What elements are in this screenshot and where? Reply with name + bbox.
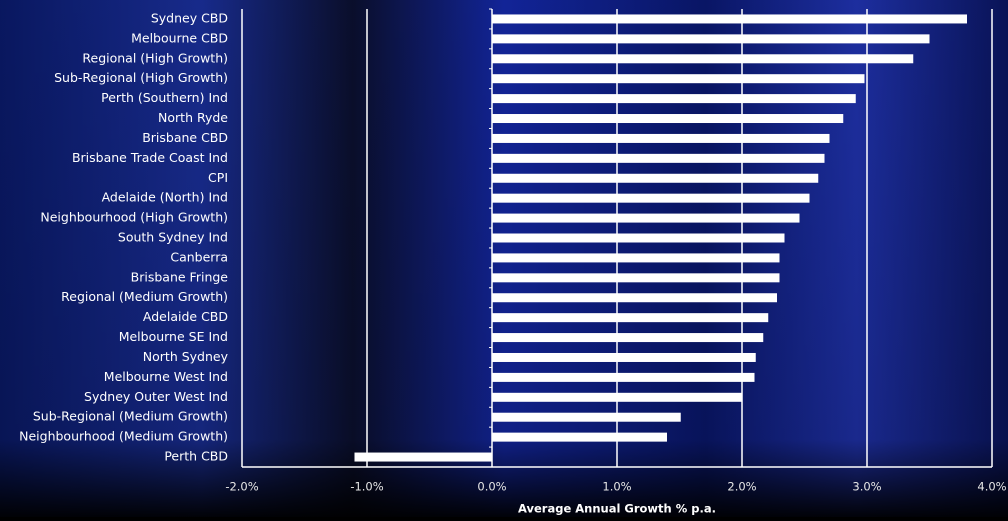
y-tick-label: Sydney Outer West Ind [84, 389, 228, 404]
bar [492, 34, 930, 43]
bar [492, 194, 810, 203]
bar [492, 413, 681, 422]
bar [492, 154, 825, 163]
y-tick-label: Brisbane Trade Coast Ind [72, 150, 228, 165]
x-tick-label: 4.0% [977, 480, 1006, 494]
bar [492, 313, 768, 322]
y-tick-label: South Sydney Ind [118, 230, 228, 245]
bar [492, 253, 780, 262]
y-tick-label: Sub-Regional (Medium Growth) [33, 409, 228, 424]
y-tick-label: Brisbane Fringe [131, 269, 229, 284]
y-tick-label: Melbourne CBD [131, 30, 228, 45]
bar [492, 273, 780, 282]
x-tick-label: -2.0% [225, 480, 258, 494]
y-tick-label: Neighbourhood (High Growth) [40, 210, 228, 225]
y-tick-label: Melbourne West Ind [104, 369, 228, 384]
bar [492, 433, 667, 442]
y-tick-label: North Ryde [158, 110, 228, 125]
bar [492, 373, 755, 382]
chart: Average Annual Growth % p.a. -2.0% -1.0% 0… [0, 0, 1008, 517]
x-tick-label: 1.0% [602, 480, 631, 494]
bar [492, 114, 843, 123]
y-tick-label: Perth (Southern) Ind [101, 90, 228, 105]
x-axis-title: Average Annual Growth % p.a. [518, 502, 716, 516]
y-tick-label: Sub-Regional (High Growth) [54, 70, 228, 85]
bar [492, 174, 818, 183]
y-tick-label: North Sydney [143, 349, 229, 364]
x-tick-label: 3.0% [852, 480, 881, 494]
bar [492, 94, 856, 103]
bar [492, 393, 742, 402]
y-tick-label: Regional (Medium Growth) [61, 289, 228, 304]
bar [492, 234, 785, 243]
x-tick-label: 0.0% [477, 480, 506, 494]
bar [492, 293, 777, 302]
y-tick-label: Neighbourhood (Medium Growth) [19, 429, 228, 444]
y-tick-label: Regional (High Growth) [82, 50, 228, 65]
bar [492, 353, 756, 362]
bar [355, 453, 493, 462]
y-tick-label: Adelaide CBD [143, 309, 228, 324]
x-tick-label: -1.0% [350, 480, 383, 494]
y-tick-label: Brisbane CBD [142, 130, 228, 145]
x-tick-label: 2.0% [727, 480, 756, 494]
y-tick-label: Canberra [170, 249, 228, 264]
y-tick-label: CPI [208, 170, 228, 185]
bar [492, 14, 967, 23]
y-tick-label: Adelaide (North) Ind [102, 190, 228, 205]
bar [492, 333, 763, 342]
bar [492, 54, 913, 63]
bar [492, 74, 865, 83]
bar [492, 134, 830, 143]
y-tick-label: Sydney CBD [151, 10, 228, 25]
bar [492, 214, 800, 223]
y-tick-label: Melbourne SE Ind [119, 329, 228, 344]
y-tick-label: Perth CBD [164, 449, 228, 464]
